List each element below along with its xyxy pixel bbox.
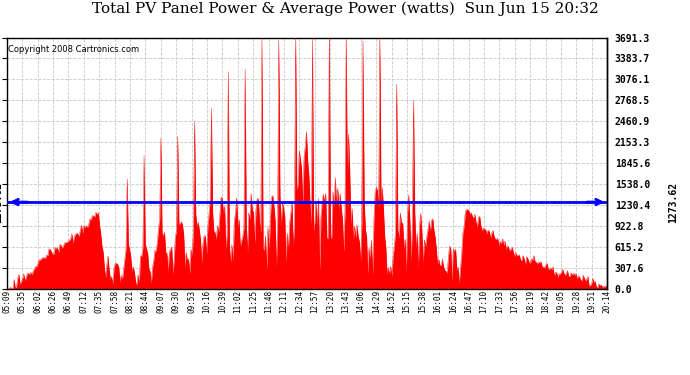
Text: Total PV Panel Power & Average Power (watts)  Sun Jun 15 20:32: Total PV Panel Power & Average Power (wa…: [92, 2, 598, 16]
Text: 1273.62: 1273.62: [0, 182, 3, 223]
Text: 1273.62: 1273.62: [669, 182, 678, 223]
Text: Copyright 2008 Cartronics.com: Copyright 2008 Cartronics.com: [8, 45, 139, 54]
